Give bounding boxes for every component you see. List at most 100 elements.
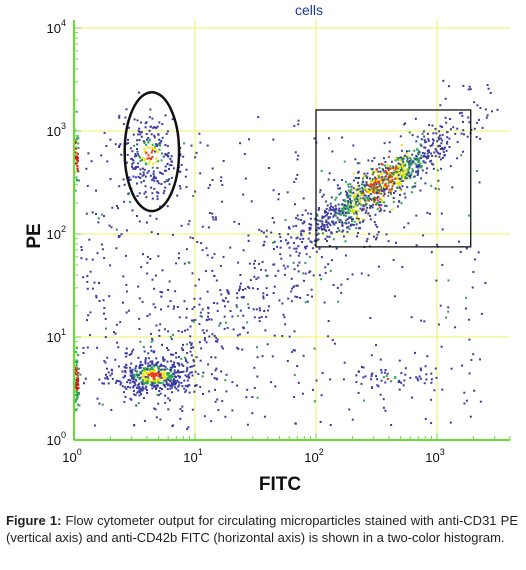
data-point: [187, 223, 190, 226]
data-point: [435, 132, 438, 135]
data-point: [335, 207, 337, 210]
data-point: [384, 164, 386, 167]
data-point: [439, 125, 442, 128]
data-point: [299, 238, 302, 241]
data-point: [134, 176, 137, 179]
data-point: [310, 212, 313, 215]
data-point: [468, 121, 471, 124]
data-point: [75, 373, 78, 376]
data-point: [414, 351, 416, 354]
rectangle-gate: [315, 109, 472, 248]
data-point: [303, 221, 306, 224]
data-point: [334, 198, 337, 201]
data-point: [401, 162, 404, 165]
data-point: [169, 380, 172, 383]
data-point: [145, 196, 148, 199]
data-point: [374, 176, 377, 179]
data-point: [370, 354, 373, 357]
data-point: [394, 178, 397, 180]
data-point: [400, 202, 403, 205]
data-point: [80, 257, 83, 260]
data-point: [151, 370, 154, 372]
data-point: [367, 159, 370, 162]
data-point: [394, 168, 397, 171]
data-point: [439, 304, 442, 307]
data-point: [444, 97, 447, 100]
data-point: [205, 247, 208, 250]
data-point: [145, 133, 148, 135]
data-point: [144, 175, 147, 178]
data-point: [75, 176, 78, 179]
data-point: [356, 162, 359, 165]
data-point: [162, 379, 165, 382]
data-point: [355, 215, 358, 218]
data-point: [328, 235, 331, 238]
data-point: [148, 364, 151, 367]
data-point: [170, 369, 173, 371]
data-point: [149, 174, 152, 177]
data-point: [410, 173, 413, 176]
data-point: [106, 377, 109, 380]
data-point: [124, 254, 127, 257]
chart-title: cells: [295, 2, 323, 18]
data-point: [302, 272, 305, 275]
data-point: [161, 152, 163, 155]
data-point: [279, 240, 282, 243]
data-point: [225, 321, 227, 324]
data-point: [95, 296, 98, 299]
data-point: [362, 205, 365, 208]
data-point: [237, 261, 240, 264]
data-point: [437, 188, 440, 191]
data-point: [414, 185, 417, 188]
data-point: [294, 422, 297, 425]
data-point: [454, 326, 457, 329]
data-point: [325, 219, 328, 222]
data-point: [367, 213, 369, 216]
data-point: [75, 110, 78, 113]
data-point: [141, 156, 144, 159]
data-point: [138, 378, 141, 381]
data-point: [350, 204, 353, 207]
data-points: [74, 79, 499, 431]
data-point: [98, 300, 101, 302]
data-point: [262, 231, 265, 234]
data-point: [361, 189, 364, 192]
data-point: [129, 147, 132, 150]
data-point: [156, 385, 159, 387]
data-point: [273, 334, 276, 337]
data-point: [222, 255, 225, 258]
data-point: [360, 272, 363, 275]
data-point: [443, 154, 446, 157]
data-point: [138, 127, 141, 130]
data-point: [310, 288, 313, 291]
data-point: [154, 306, 157, 309]
data-point: [76, 179, 78, 182]
data-point: [404, 196, 407, 199]
data-point: [138, 328, 141, 330]
data-point: [114, 143, 117, 146]
data-point: [473, 389, 476, 392]
data-point: [349, 191, 352, 194]
data-point: [190, 371, 193, 374]
data-point: [472, 353, 475, 356]
data-point: [148, 129, 151, 132]
data-point: [184, 390, 187, 393]
data-point: [76, 157, 79, 159]
data-point: [344, 200, 347, 203]
data-point: [191, 272, 194, 275]
data-point: [402, 163, 405, 166]
data-point: [432, 139, 435, 142]
data-point: [106, 367, 108, 370]
data-point: [138, 139, 141, 141]
data-point: [265, 287, 268, 290]
data-point: [145, 121, 148, 124]
data-point: [316, 239, 319, 242]
data-point: [214, 400, 217, 403]
data-point: [278, 299, 281, 302]
y-tick-label: 101: [47, 327, 66, 345]
data-point: [402, 384, 405, 387]
data-point: [118, 114, 121, 117]
data-point: [365, 189, 368, 192]
data-point: [139, 340, 142, 343]
data-point: [282, 264, 285, 267]
